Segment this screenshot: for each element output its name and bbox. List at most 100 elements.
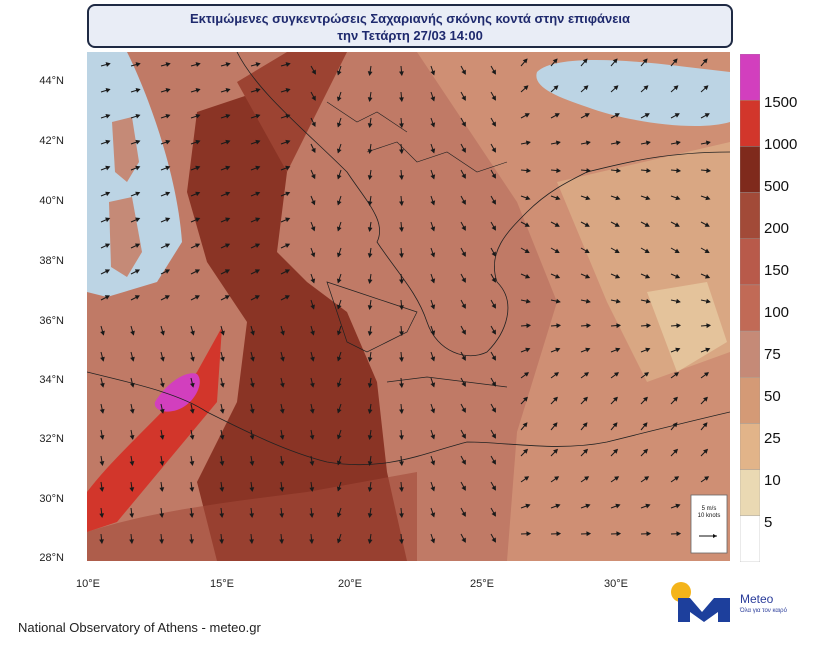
wind-arrow-head bbox=[491, 459, 496, 465]
wind-arrow-head bbox=[99, 487, 105, 492]
wind-arrow-head bbox=[461, 121, 466, 127]
wind-arrow-head bbox=[524, 476, 530, 481]
wind-arrow-head bbox=[674, 274, 681, 279]
wind-arrow-head bbox=[224, 269, 231, 274]
wind-arrow-head bbox=[336, 330, 342, 336]
wind-arrow-head bbox=[674, 222, 680, 227]
wind-arrow-head bbox=[219, 539, 224, 545]
wind-arrow-head bbox=[430, 434, 436, 440]
legend-swatch bbox=[740, 330, 760, 378]
wind-arrow-head bbox=[554, 222, 560, 227]
wind-arrow-head bbox=[129, 460, 135, 466]
wind-arrow-head bbox=[430, 330, 436, 336]
wind-arrow-head bbox=[367, 97, 373, 102]
wind-arrow-head bbox=[676, 168, 682, 173]
wind-arrow-head bbox=[585, 503, 591, 509]
wind-arrow-head bbox=[555, 503, 561, 509]
wind-arrow-head bbox=[310, 330, 315, 336]
wind-arrow-head bbox=[644, 222, 650, 227]
wind-arrow-head bbox=[135, 113, 141, 119]
wind-arrow-head bbox=[491, 537, 496, 543]
wind-arrow-head bbox=[399, 305, 404, 311]
wind-arrow-head bbox=[583, 448, 589, 454]
wind-arrow-head bbox=[704, 113, 710, 118]
wind-arrow-head bbox=[461, 199, 466, 205]
wind-arrow-head bbox=[461, 459, 466, 465]
wind-arrow-head bbox=[249, 539, 254, 545]
lon-label-30: 30°E bbox=[604, 578, 628, 590]
wind-arrow-head bbox=[99, 513, 105, 518]
legend-label-75: 75 bbox=[764, 346, 781, 363]
wind-arrow-head bbox=[189, 434, 195, 440]
wind-arrow-head bbox=[159, 434, 165, 440]
wind-arrow-head bbox=[250, 356, 255, 362]
wind-arrow-head bbox=[461, 355, 466, 361]
legend-label-200: 200 bbox=[764, 220, 790, 237]
wind-arrow-head bbox=[309, 408, 315, 414]
lon-label-20: 20°E bbox=[338, 578, 362, 590]
wind-arrow-head bbox=[129, 513, 135, 518]
wind-arrow-head bbox=[159, 487, 165, 492]
wind-arrow-head bbox=[399, 97, 404, 103]
wind-arrow-head bbox=[523, 448, 529, 454]
wind-arrow-head bbox=[646, 168, 652, 173]
wind-arrow-head bbox=[336, 278, 342, 284]
wind-arrow-head bbox=[309, 382, 315, 388]
wind-arrow-head bbox=[491, 381, 496, 387]
wind-reference-box: 5 m/s 10 knots bbox=[690, 494, 728, 554]
wind-arrow-head bbox=[285, 113, 291, 119]
wind-arrow-head bbox=[491, 485, 496, 491]
wind-arrow-head bbox=[255, 217, 261, 223]
wind-arrow-head bbox=[491, 199, 496, 205]
legend-label-100: 100 bbox=[764, 304, 790, 321]
wind-arrow-head bbox=[556, 531, 562, 537]
wind-arrow-head bbox=[672, 58, 678, 64]
wind-arrow-head bbox=[367, 149, 373, 154]
wind-arrow-head bbox=[430, 200, 436, 206]
wind-arrow-head bbox=[255, 165, 261, 171]
wind-arrow-head bbox=[165, 88, 171, 93]
wind-arrow-head bbox=[526, 168, 532, 173]
wind-arrow-head bbox=[225, 165, 231, 171]
wind-reference-knots: 10 knots bbox=[698, 513, 721, 519]
wind-arrow-head bbox=[189, 513, 195, 518]
wind-arrow-head bbox=[461, 485, 466, 491]
wind-arrow-head bbox=[130, 356, 135, 362]
wind-arrow-head bbox=[461, 173, 466, 179]
wind-arrow-head bbox=[367, 357, 373, 362]
wind-arrow-head bbox=[645, 195, 651, 201]
wind-arrow-head bbox=[646, 323, 652, 329]
wind-arrow-head bbox=[704, 476, 710, 481]
wind-arrow-head bbox=[461, 433, 466, 439]
wind-arrow-head bbox=[644, 248, 650, 254]
wind-arrow-head bbox=[311, 174, 316, 180]
wind-arrow-head bbox=[616, 168, 622, 173]
wind-arrow-head bbox=[705, 195, 711, 201]
wind-arrow-head bbox=[194, 269, 201, 274]
wind-arrow-head bbox=[491, 511, 496, 517]
wind-arrow-head bbox=[613, 396, 618, 402]
wind-arrow-head bbox=[524, 113, 530, 118]
wind-arrow-head bbox=[129, 408, 135, 414]
legend-swatch bbox=[740, 99, 760, 147]
wind-arrow-head bbox=[255, 62, 261, 67]
wind-arrow-head bbox=[105, 165, 111, 171]
wind-arrow-head bbox=[255, 191, 261, 197]
wind-arrow-head bbox=[399, 71, 404, 77]
wind-arrow-head bbox=[254, 295, 260, 300]
wind-arrow-head bbox=[703, 372, 710, 377]
wind-arrow-head bbox=[367, 435, 373, 440]
wind-reference-speed: 5 m/s bbox=[702, 506, 717, 512]
wind-arrow-head bbox=[249, 434, 255, 440]
wind-arrow-head bbox=[309, 434, 315, 440]
wind-arrow-head bbox=[615, 298, 621, 304]
wind-arrow-head bbox=[553, 448, 559, 454]
wind-arrow-head bbox=[584, 476, 590, 481]
wind-arrow-head bbox=[430, 408, 436, 414]
wind-arrow-head bbox=[461, 303, 466, 309]
wind-arrow-head bbox=[613, 372, 620, 377]
wind-arrow-head bbox=[399, 435, 404, 441]
wind-arrow-head bbox=[249, 382, 255, 388]
wind-arrow-head bbox=[614, 222, 620, 227]
wind-arrow-head bbox=[399, 175, 404, 181]
